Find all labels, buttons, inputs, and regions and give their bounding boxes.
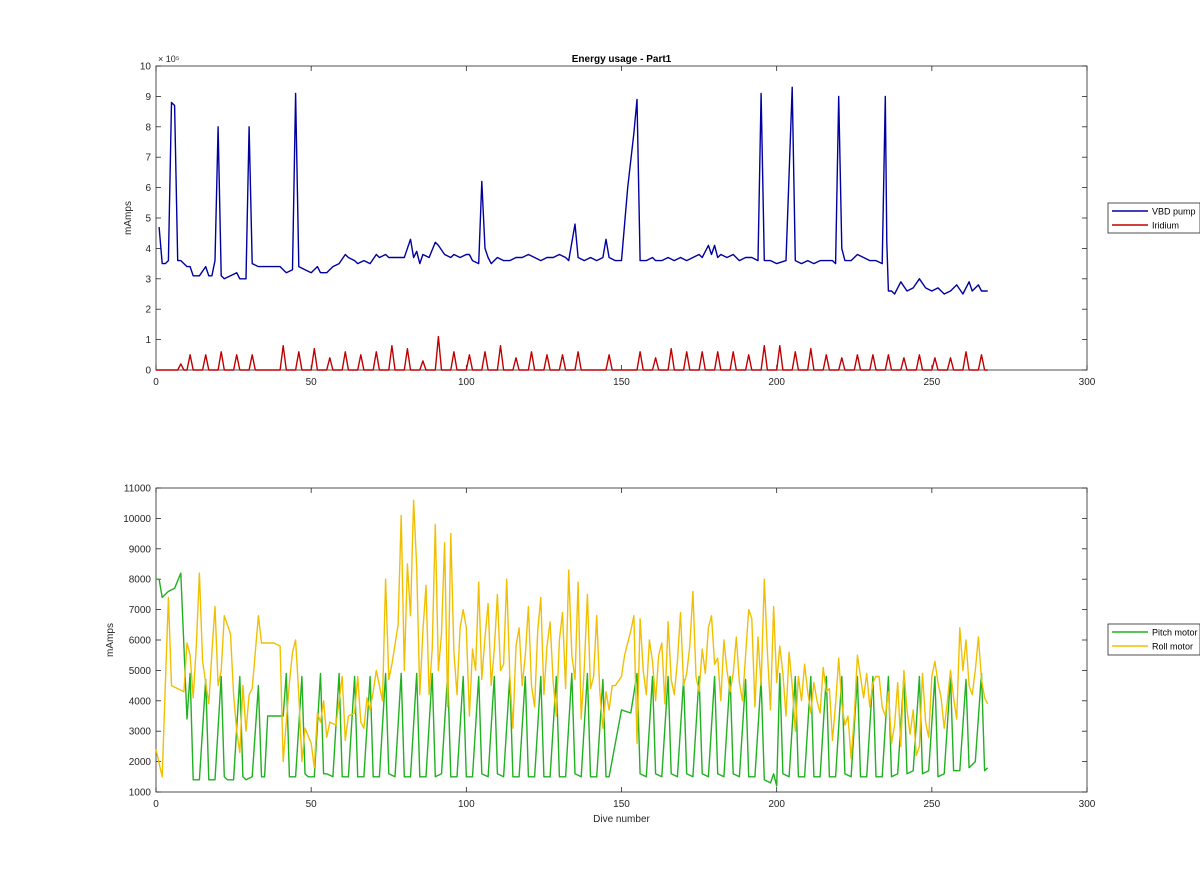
y-axis-label: mAmps [105,623,116,657]
y-tick-label: 7 [145,153,151,164]
bottom-chart-pitch-roll-motor: 0 50 100 150 200 250 300 1000 2000 3000 4000 5000 60… [105,484,1200,825]
x-tick-label: 200 [768,377,785,388]
plot-area [155,487,1088,793]
y-tick-label: 2 [145,305,151,316]
x-tick-label: 150 [613,799,630,810]
y-tick-label: 8 [145,122,151,133]
series-line-iridium [156,335,988,371]
y-tick-label: 0 [145,366,151,377]
legend-label-roll-motor: Roll motor [1152,642,1193,652]
y-tick-label: 10000 [123,514,151,525]
top-chart-energy-vbd-iridium: 0 50 100 150 200 250 300 0 1 2 3 4 5 6 7 8 9 10 × 10⁵ Energ… [123,54,1200,388]
y-tick-label: 1 [145,335,151,346]
x-tick-label: 250 [923,377,940,388]
y-tick-label: 6000 [129,636,152,647]
y-tick-label: 5 [145,214,151,225]
x-tick-label: 300 [1079,799,1096,810]
x-tick-label: 0 [153,377,159,388]
x-axis-label: Dive number [593,814,650,825]
legend-label-iridium: Iridium [1152,221,1179,231]
y-exponent-label: × 10⁵ [158,54,180,64]
chart-title: Energy usage - Part1 [572,54,672,65]
y-tick-label: 1000 [129,788,152,799]
y-tick-label: 4 [145,244,151,255]
x-tick-label: 200 [768,799,785,810]
legend-label-pitch-motor: Pitch motor [1152,628,1198,638]
x-tick-label: 150 [613,377,630,388]
legend: Pitch motor Roll motor [1107,623,1200,656]
legend-label-vbd-pump: VBD pump [1152,207,1196,217]
x-tick-label: 50 [306,377,318,388]
x-tick-label: 100 [458,799,475,810]
series-line-roll-motor [155,499,989,778]
y-tick-label: 9000 [129,544,152,555]
x-tick-label: 300 [1079,377,1096,388]
y-tick-label: 8000 [129,575,152,586]
y-tick-label: 5000 [129,666,152,677]
y-tick-label: 3000 [129,727,152,738]
legend-box [1107,623,1200,656]
x-tick-label: 50 [306,799,318,810]
y-tick-label: 9 [145,92,151,103]
y-tick-label: 2000 [129,757,152,768]
y-axis-label: mAmps [123,201,134,235]
legend-box [1107,202,1200,234]
y-tick-label: 3 [145,274,151,285]
x-tick-label: 100 [458,377,475,388]
y-tick-label: 4000 [129,696,152,707]
x-tick-label: 250 [923,799,940,810]
legend: VBD pump Iridium [1107,202,1200,234]
x-tick-label: 0 [153,799,159,810]
plot-area [155,65,1088,371]
y-tick-label: 6 [145,183,151,194]
series-line-vbd-pump [158,86,988,295]
y-tick-label: 7000 [129,605,152,616]
y-tick-label: 11000 [124,484,152,495]
y-tick-label: 10 [140,62,152,73]
